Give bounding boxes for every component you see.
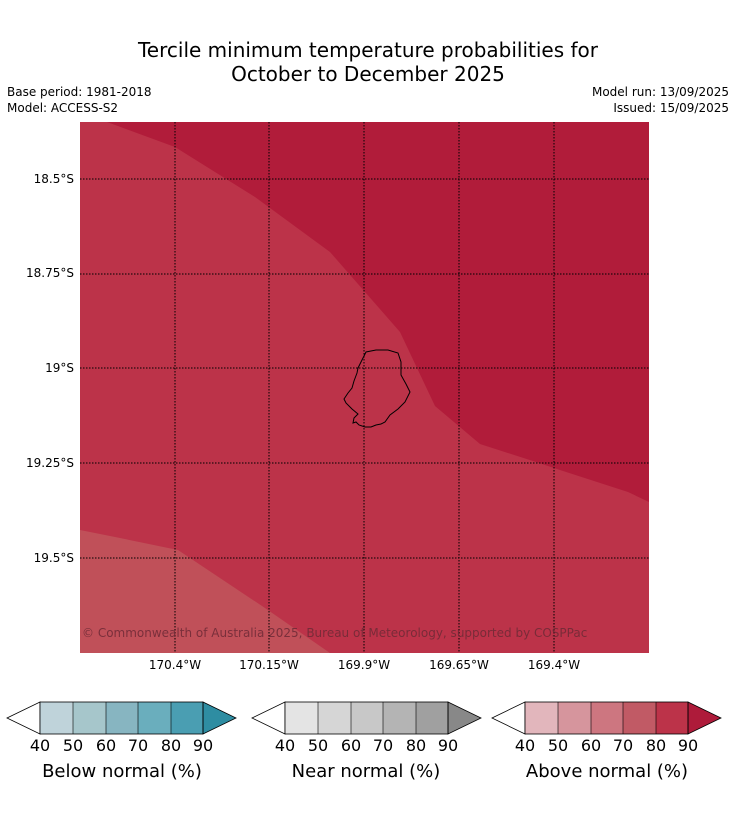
tick-label: 40 [29, 736, 51, 755]
tick-label: 70 [372, 736, 394, 755]
colorbar-below-ticks: 40 50 60 70 80 90 [6, 736, 238, 755]
tick-label: 50 [307, 736, 329, 755]
title-line-1: Tercile minimum temperature probabilitie… [137, 38, 599, 62]
niue-coastline [343, 349, 411, 428]
meta-right: Model run: 13/09/2025 Issued: 15/09/2025 [592, 84, 729, 116]
colorbar-below [6, 701, 237, 735]
lat-label: 18.75°S [26, 266, 74, 280]
lon-label: 169.4°W [527, 658, 581, 672]
tick-label: 90 [437, 736, 459, 755]
lon-label: 170.4°W [148, 658, 202, 672]
title-line-2: October to December 2025 [231, 62, 505, 86]
tick-label: 70 [127, 736, 149, 755]
colorbar-above-label: Above normal (%) [525, 761, 689, 782]
tick-label: 80 [645, 736, 667, 755]
tick-label: 40 [274, 736, 296, 755]
tick-label: 90 [192, 736, 214, 755]
issued-date: Issued: 15/09/2025 [613, 101, 729, 115]
region-above-90 [107, 122, 649, 502]
colorbar-near-label: Near normal (%) [291, 761, 441, 782]
probability-map[interactable] [80, 122, 649, 653]
tick-label: 90 [677, 736, 699, 755]
model-run: Model run: 13/09/2025 [591, 85, 729, 99]
colorbar-near-ticks: 40 50 60 70 80 90 [251, 736, 483, 755]
lat-label: 19.5°S [33, 551, 74, 565]
meta-left: Base period: 1981-2018 Model: ACCESS-S2 [7, 84, 152, 116]
lat-label: 18.5°S [33, 172, 74, 186]
lat-label: 19°S [45, 361, 74, 375]
lon-label: 169.9°W [337, 658, 391, 672]
tick-label: 50 [62, 736, 84, 755]
colorbar-above-ticks: 40 50 60 70 80 90 [491, 736, 723, 755]
region-above-70 [80, 530, 330, 653]
grid-lines [80, 122, 649, 653]
copyright-notice: © Commonwealth of Australia 2025, Bureau… [82, 626, 588, 640]
tick-label: 40 [514, 736, 536, 755]
lat-label: 19.25°S [26, 456, 74, 470]
tick-label: 70 [612, 736, 634, 755]
tick-label: 60 [580, 736, 602, 755]
tick-label: 50 [547, 736, 569, 755]
tick-label: 80 [160, 736, 182, 755]
model-name: Model: ACCESS-S2 [7, 101, 119, 115]
colorbar-near [251, 701, 482, 735]
colorbar-above [491, 701, 722, 735]
lon-label: 169.65°W [429, 658, 489, 672]
tick-label: 60 [340, 736, 362, 755]
base-period: Base period: 1981-2018 [7, 85, 152, 99]
tick-label: 60 [95, 736, 117, 755]
tick-label: 80 [405, 736, 427, 755]
lon-label: 170.15°W [239, 658, 299, 672]
colorbar-below-label: Below normal (%) [42, 761, 202, 782]
